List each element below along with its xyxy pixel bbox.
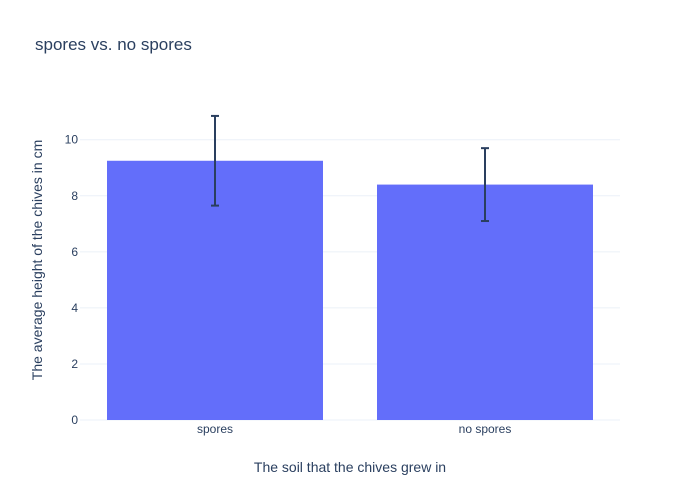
x-tick-label: no spores <box>459 422 512 436</box>
y-tick-labels: 0 2 4 6 8 10 <box>65 133 79 427</box>
error-bar <box>211 114 219 207</box>
x-tick-label: spores <box>197 422 233 436</box>
y-tick-label: 10 <box>65 133 79 147</box>
y-tick-label: 4 <box>71 301 78 315</box>
y-tick-label: 0 <box>71 413 78 427</box>
x-tick-labels: spores no spores <box>197 422 511 436</box>
error-bar <box>481 147 489 223</box>
chart-title: spores vs. no spores <box>35 35 192 54</box>
error-bars <box>211 114 489 223</box>
bar-no-spores <box>377 184 593 420</box>
y-tick-label: 8 <box>71 189 78 203</box>
y-axis-title: The average height of the chives in cm <box>29 140 45 380</box>
bars <box>107 160 593 420</box>
y-tick-label: 6 <box>71 245 78 259</box>
y-tick-label: 2 <box>71 357 78 371</box>
x-axis-title: The soil that the chives grew in <box>254 459 446 475</box>
